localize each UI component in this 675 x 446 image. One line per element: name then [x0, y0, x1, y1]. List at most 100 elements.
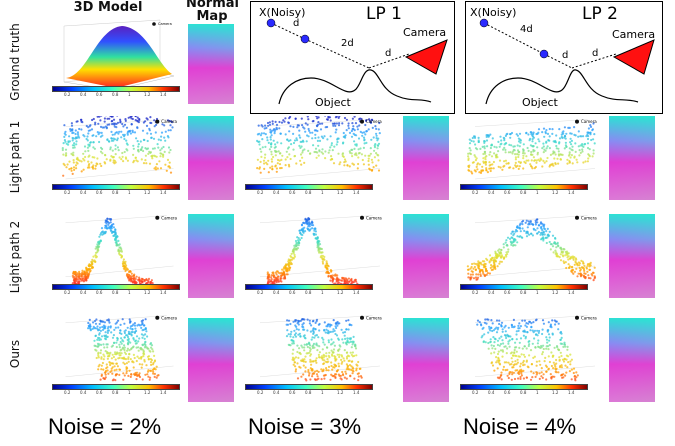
cloud-point [351, 162, 354, 165]
cloud-point [129, 320, 132, 323]
cloud-point [532, 331, 535, 334]
cloud-point [138, 280, 141, 283]
cloud-point [476, 276, 480, 279]
cloud-point [135, 281, 138, 284]
cloud-point [74, 129, 77, 132]
cloud-point [543, 227, 546, 230]
cloud-point [263, 156, 266, 159]
cloud-point [516, 164, 519, 167]
cloud-point [292, 132, 295, 135]
cloud-point [72, 131, 75, 134]
cloud-point [356, 125, 359, 128]
cloud-point [498, 262, 501, 265]
cloud-point [288, 153, 291, 156]
cloud-point [538, 360, 541, 363]
cloud-point [476, 168, 479, 171]
cloud-point [480, 263, 483, 266]
colorbar-tick-label: 0.6 [504, 290, 511, 295]
cloud-point [166, 119, 170, 122]
cloud-point [496, 328, 499, 331]
cloud-point [488, 272, 491, 275]
cloud-point [142, 349, 145, 352]
cloud-point [301, 230, 304, 233]
colorbar-tick-label: 1.4 [568, 390, 575, 395]
cloud-point [484, 318, 487, 321]
cloud-point [347, 127, 350, 130]
cloud-point [103, 321, 106, 324]
cloud-point [575, 371, 578, 374]
cloud-point [312, 319, 315, 322]
cloud-point [519, 375, 522, 379]
cloud-point [560, 373, 564, 376]
cloud-point [134, 327, 137, 330]
cloud-point [320, 251, 323, 254]
cloud-point [116, 365, 119, 368]
cloud-point [333, 122, 336, 125]
cloud-point [523, 229, 526, 232]
cloud-point [291, 352, 294, 355]
cloud-point [497, 357, 500, 360]
cloud-point [348, 364, 352, 367]
cloud-point [515, 133, 518, 136]
cloud-point [114, 326, 117, 329]
cloud-point [129, 358, 132, 361]
cloud-point [261, 138, 264, 141]
cloud-point [571, 149, 574, 152]
cloud-point [112, 118, 116, 121]
cloud-point [300, 163, 303, 166]
cloud-point [343, 116, 347, 120]
cloud-point [514, 161, 517, 164]
cloud-point [567, 258, 570, 261]
cloud-point [307, 228, 310, 231]
cloud-point [100, 357, 103, 360]
cloud-point [507, 151, 510, 154]
cloud-point [125, 148, 128, 151]
cloud-point [552, 251, 555, 254]
cloud-point [125, 264, 128, 267]
cloud-point [120, 348, 123, 351]
cloud-point [279, 272, 282, 275]
cloud-point [341, 355, 344, 358]
cloud-point [146, 347, 149, 350]
cloud-point [336, 138, 339, 141]
cloud-point [128, 349, 131, 352]
cloud-point [340, 283, 343, 284]
cloud-point [140, 333, 143, 336]
cloud-point [507, 376, 510, 380]
cloud-point [108, 321, 111, 324]
cloud-point [162, 155, 165, 158]
colorbar-tick-label: 0.4 [488, 190, 495, 195]
cloud-point [303, 148, 306, 151]
cloud-point [136, 126, 139, 130]
cloud-point [369, 147, 372, 150]
cloud-point [119, 120, 122, 123]
cloud-point [467, 157, 470, 160]
cloud-point [350, 278, 353, 281]
cloud-point [334, 282, 337, 284]
cloud-point [101, 134, 104, 137]
cloud-point [506, 347, 509, 350]
cloud-point [303, 161, 306, 164]
cloud-point [518, 341, 521, 344]
cloud-point [129, 132, 132, 135]
cloud-point [531, 234, 534, 237]
cloud-point [326, 358, 329, 361]
cloud-point [352, 340, 355, 343]
cloud-point [99, 329, 102, 332]
cloud-point [571, 162, 574, 165]
cloud-point [545, 160, 548, 163]
cloud-point [260, 132, 263, 135]
cloud-point [580, 259, 583, 262]
cloud-point [156, 143, 159, 146]
cloud-point [545, 338, 549, 341]
cloud-point [534, 375, 537, 378]
cloud-point [140, 348, 143, 351]
cloud-point [155, 365, 158, 368]
cloud-point [289, 125, 292, 128]
cloud-point [325, 262, 328, 265]
cloud-point [490, 167, 493, 170]
cloud-point [288, 130, 291, 133]
cloud-point [61, 147, 64, 150]
cloud-point [341, 122, 344, 125]
cloud-point [273, 128, 276, 131]
